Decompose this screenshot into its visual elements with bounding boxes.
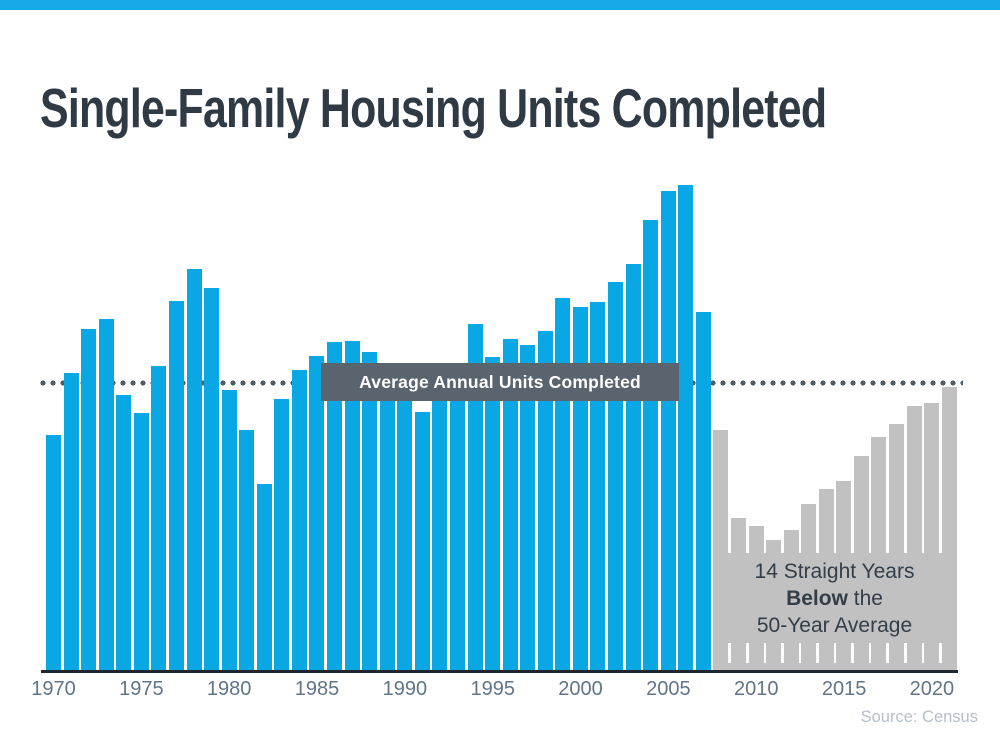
bar-2004 bbox=[643, 220, 659, 671]
bar-1982 bbox=[256, 484, 272, 671]
bar-1972 bbox=[81, 329, 97, 671]
average-line-label: Average Annual Units Completed bbox=[359, 371, 641, 392]
bar-1981 bbox=[239, 430, 255, 671]
bar-1974 bbox=[116, 395, 132, 671]
bar-1997 bbox=[520, 345, 536, 671]
bar-1973 bbox=[98, 319, 114, 671]
bar-2007 bbox=[695, 312, 711, 671]
annotation-line-1: 14 Straight Years bbox=[754, 560, 915, 583]
bar-1998 bbox=[537, 331, 553, 671]
bar-1995 bbox=[485, 357, 501, 671]
bar-1993 bbox=[449, 381, 465, 671]
bar-1983 bbox=[274, 399, 290, 671]
x-tick-1980: 1980 bbox=[206, 678, 252, 700]
bar-1994 bbox=[467, 324, 483, 671]
bar-1986 bbox=[327, 342, 342, 671]
top-banner-stripe bbox=[0, 0, 1000, 10]
x-tick-2000: 2000 bbox=[558, 678, 603, 700]
bar-1996 bbox=[502, 339, 518, 671]
bar-2006 bbox=[678, 185, 694, 671]
page-title: Single-Family Housing Units Completed bbox=[40, 76, 827, 139]
bar-2003 bbox=[625, 264, 641, 671]
annotation-line-3: 50-Year Average bbox=[756, 614, 913, 637]
below-average-annotation: 14 Straight Years Below the 50-Year Aver… bbox=[713, 553, 956, 643]
bar-1971 bbox=[63, 373, 79, 671]
x-tick-1975: 1975 bbox=[119, 678, 164, 700]
bar-1988 bbox=[362, 352, 378, 671]
annotation-line-2: Below the bbox=[786, 587, 883, 610]
x-tick-1990: 1990 bbox=[382, 678, 428, 700]
bar-2000 bbox=[572, 307, 588, 671]
source-note: Source: Census bbox=[860, 708, 978, 726]
bar-1977 bbox=[168, 301, 184, 671]
bar-1985 bbox=[309, 356, 325, 671]
x-tick-1995: 1995 bbox=[470, 678, 515, 700]
bar-1978 bbox=[186, 269, 202, 671]
bar-1975 bbox=[133, 413, 149, 671]
x-axis-tick-labels: 1970 1975 1980 1985 1990 1995 2000 2005 2010 2015… bbox=[31, 678, 957, 704]
below-average-baseline-strip bbox=[713, 663, 956, 672]
x-axis-line bbox=[41, 670, 958, 673]
x-tick-2020: 2020 bbox=[909, 678, 955, 700]
bar-2002 bbox=[608, 282, 623, 671]
bar-2001 bbox=[590, 302, 606, 671]
bar-1989 bbox=[379, 371, 395, 671]
x-tick-1970: 1970 bbox=[31, 678, 76, 700]
x-tick-2005: 2005 bbox=[646, 678, 691, 700]
bar-2005 bbox=[660, 191, 676, 671]
x-tick-1985: 1985 bbox=[294, 678, 340, 700]
bar-1999 bbox=[555, 298, 571, 671]
bar-1990 bbox=[397, 379, 413, 671]
bar-1991 bbox=[414, 412, 430, 671]
bar-1970 bbox=[46, 435, 61, 671]
bar-1984 bbox=[291, 370, 307, 671]
bar-1979 bbox=[204, 288, 220, 671]
x-tick-2010: 2010 bbox=[733, 678, 779, 700]
bar-1987 bbox=[344, 341, 360, 671]
bar-1976 bbox=[151, 366, 167, 671]
bar-1980 bbox=[221, 390, 237, 671]
annotation-bold-word: Below bbox=[786, 587, 848, 610]
average-line-label-box: Average Annual Units Completed bbox=[321, 363, 679, 401]
bar-1992 bbox=[432, 391, 448, 671]
x-tick-2015: 2015 bbox=[821, 678, 867, 700]
